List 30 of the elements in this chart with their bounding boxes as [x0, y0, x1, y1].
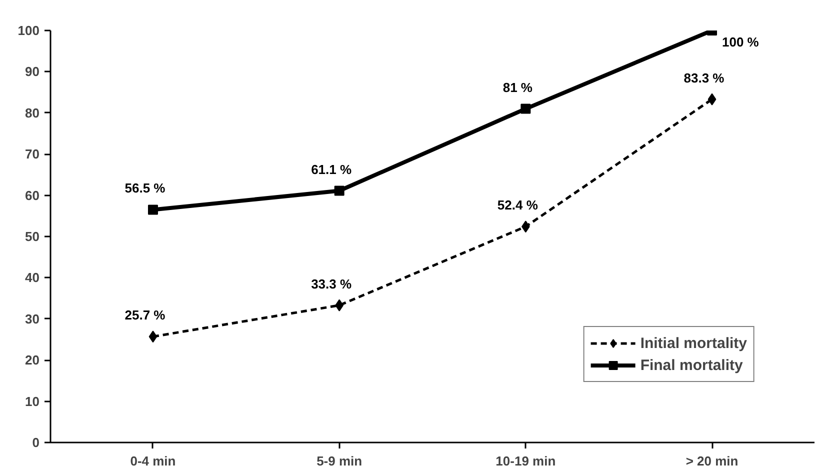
y-tick-label: 10	[25, 394, 40, 409]
y-tick-label: 90	[25, 64, 40, 80]
data-label: 52.4 %	[497, 198, 538, 213]
legend-label: Final mortality	[640, 356, 743, 374]
data-label: 56.5 %	[124, 180, 166, 196]
point	[148, 204, 158, 215]
y-tick-label: 100	[18, 23, 40, 38]
y-tick-label: 0	[32, 435, 40, 450]
y-tick-label: 30	[25, 311, 40, 326]
x-tick-label: 5-9 min	[316, 454, 362, 468]
legend-label: Initial mortality	[640, 334, 747, 352]
point	[520, 104, 531, 114]
x-tick-label: > 20 min	[686, 454, 738, 468]
point	[708, 93, 716, 106]
point	[148, 330, 158, 343]
y-tick-label: 20	[25, 352, 40, 368]
data-label: 25.7 %	[124, 308, 166, 323]
data-label: 61.1 %	[311, 162, 352, 177]
data-label: 100 %	[722, 34, 760, 50]
data-label: 33.3 %	[311, 276, 352, 292]
y-tick-label: 50	[25, 229, 40, 244]
point	[334, 186, 344, 196]
y-tick-label: 40	[25, 270, 40, 286]
x-tick-label: 10-19 min	[496, 454, 556, 468]
data-label: 83.3 %	[684, 70, 725, 86]
data-label: 81 %	[502, 80, 533, 95]
y-tick-label: 60	[25, 188, 40, 203]
y-tick-label: 70	[25, 146, 40, 162]
y-tick-label: 80	[25, 105, 40, 120]
x-tick-label: 0-4 min	[130, 454, 176, 468]
